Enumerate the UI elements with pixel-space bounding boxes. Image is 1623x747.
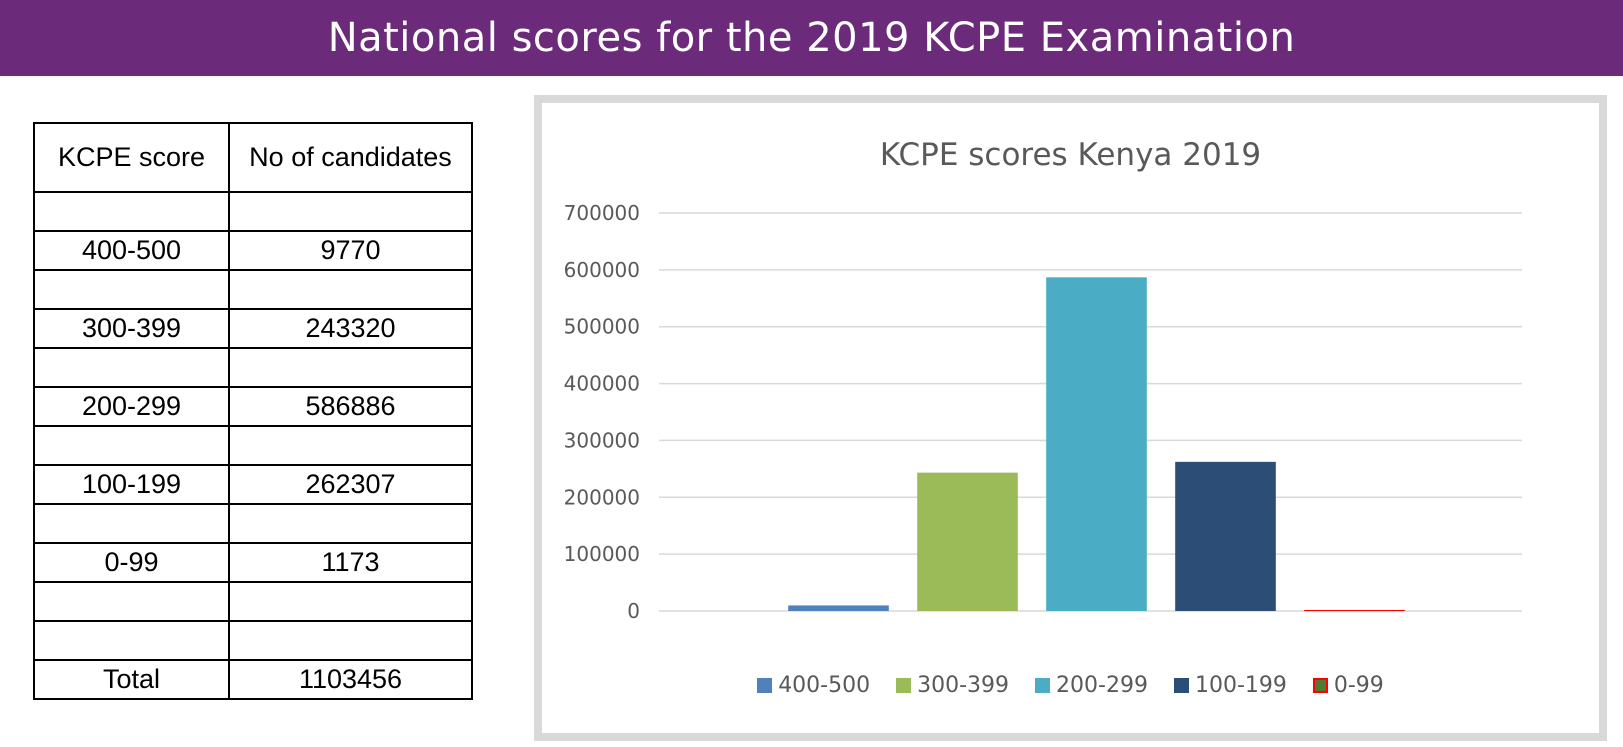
- table-row: [33, 191, 473, 232]
- score-cell: [33, 620, 230, 661]
- table-row: 200-299 586886: [33, 386, 473, 427]
- legend-label: 0-99: [1333, 673, 1384, 698]
- y-tick-label: 100000: [564, 542, 640, 566]
- y-tick-label: 600000: [564, 258, 640, 282]
- legend-item: 400-500: [757, 673, 870, 698]
- table-row: [33, 581, 473, 622]
- score-cell: 400-500: [33, 230, 230, 271]
- legend-item: 200-299: [1035, 673, 1148, 698]
- candidates-cell: [228, 347, 473, 388]
- legend-item: 300-399: [896, 673, 1009, 698]
- legend-label: 400-500: [778, 673, 871, 698]
- legend-swatch: [1173, 678, 1189, 693]
- table-row: [33, 425, 473, 466]
- score-cell: [33, 503, 230, 544]
- chart-legend: 400-500 300-399 200-299 100-199 0-99: [542, 673, 1599, 698]
- score-cell: [33, 269, 230, 310]
- header-no-of-candidates: No of candidates: [228, 122, 473, 193]
- y-tick-label: 400000: [564, 372, 640, 396]
- legend-swatch: [757, 678, 773, 693]
- y-tick-label: 300000: [564, 428, 640, 452]
- table-row: 400-500 9770: [33, 230, 473, 271]
- score-cell: Total: [33, 659, 230, 700]
- chart-frame: 0 100000 200000 300000 400000 500000 600000 700…: [534, 95, 1607, 741]
- table-header-row: KCPE score No of candidates: [33, 122, 473, 193]
- table-row: 300-399 243320: [33, 308, 473, 349]
- candidates-cell: 262307: [228, 464, 473, 505]
- legend-swatch: [1035, 678, 1051, 693]
- score-cell: 300-399: [33, 308, 230, 349]
- legend-swatch: [896, 678, 912, 693]
- score-cell: 100-199: [33, 464, 230, 505]
- page-title: National scores for the 2019 KCPE Examin…: [327, 15, 1296, 61]
- table-row: [33, 620, 473, 661]
- bar-300-399: [917, 472, 1018, 611]
- chart-title: KCPE scores Kenya 2019: [879, 137, 1262, 173]
- y-tick-label: 500000: [564, 315, 640, 339]
- table-row: [33, 503, 473, 544]
- scores-table: KCPE score No of candidates 400-500 9770 3…: [33, 122, 473, 700]
- legend-swatch: [1312, 678, 1328, 693]
- candidates-cell: [228, 503, 473, 544]
- score-cell: [33, 347, 230, 388]
- score-cell: 200-299: [33, 386, 230, 427]
- table-row: 0-99 1173: [33, 542, 473, 583]
- score-cell: 0-99: [33, 542, 230, 583]
- legend-item: 0-99: [1312, 673, 1384, 698]
- table-row: [33, 269, 473, 310]
- candidates-cell: [228, 425, 473, 466]
- legend-item: 100-199: [1173, 673, 1287, 698]
- bar-100-199: [1175, 461, 1276, 611]
- legend-label: 300-399: [917, 673, 1010, 698]
- candidates-cell: [228, 269, 473, 310]
- page-banner: National scores for the 2019 KCPE Examin…: [0, 0, 1623, 76]
- bar-0-99: [1304, 610, 1405, 611]
- candidates-cell: 1103456: [228, 659, 473, 700]
- candidates-cell: 9770: [228, 230, 473, 271]
- candidates-cell: 1173: [228, 542, 473, 583]
- table-row: 100-199 262307: [33, 464, 473, 505]
- score-cell: [33, 191, 230, 232]
- score-cell: [33, 425, 230, 466]
- legend-label: 200-299: [1056, 673, 1148, 698]
- table-row: Total 1103456: [33, 659, 473, 700]
- candidates-cell: [228, 620, 473, 661]
- bar-chart: 0 100000 200000 300000 400000 500000 600000 700…: [564, 201, 1522, 623]
- legend-label: 100-199: [1194, 673, 1287, 698]
- candidates-cell: [228, 581, 473, 622]
- candidates-cell: 586886: [228, 386, 473, 427]
- candidates-cell: 243320: [228, 308, 473, 349]
- y-tick-label: 700000: [564, 201, 640, 225]
- y-tick-label: 0: [627, 599, 640, 623]
- candidates-cell: [228, 191, 473, 232]
- table-row: [33, 347, 473, 388]
- bar-400-500: [788, 605, 889, 611]
- y-tick-label: 200000: [564, 485, 640, 509]
- header-kcpe-score: KCPE score: [33, 122, 230, 193]
- bar-200-299: [1046, 277, 1147, 611]
- score-cell: [33, 581, 230, 622]
